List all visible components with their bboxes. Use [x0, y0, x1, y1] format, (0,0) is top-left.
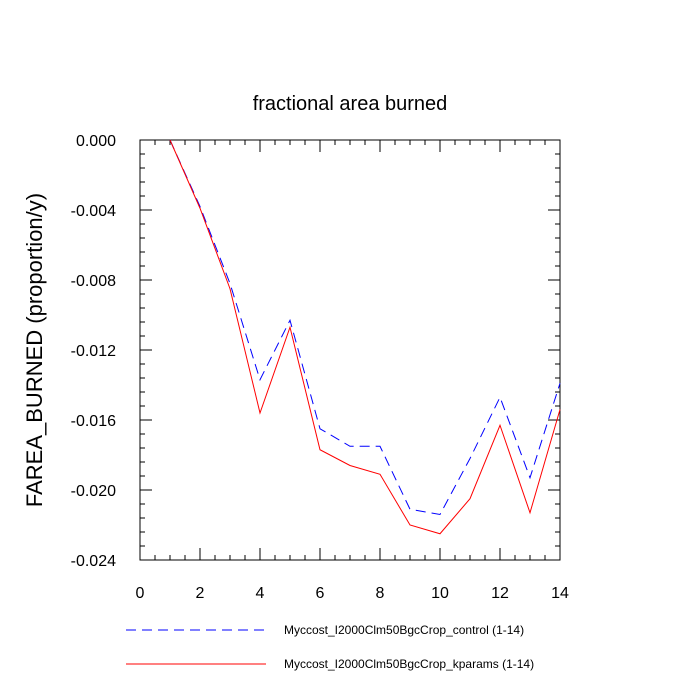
- x-tick-labels: 0 2 4 6 8 10 12 14: [136, 585, 569, 602]
- chart-title: fractional area burned: [253, 93, 448, 115]
- series-lines: [169, 139, 561, 535]
- major-ticks: [139, 139, 561, 561]
- x-tick-label: 10: [431, 585, 449, 602]
- minor-ticks: [140, 140, 560, 560]
- x-tick-label: 8: [376, 585, 385, 602]
- x-tick-label: 14: [551, 585, 569, 602]
- y-tick-label: -0.004: [71, 203, 116, 220]
- y-tick-label: -0.008: [71, 273, 116, 290]
- x-tick-label: 12: [491, 585, 509, 602]
- legend: Myccost_I2000Clm50BgcCrop_control (1-14)…: [126, 623, 534, 671]
- x-tick-label: 4: [256, 585, 265, 602]
- y-tick-label: -0.012: [71, 343, 116, 360]
- series-line-1: [169, 139, 561, 516]
- x-tick-label: 0: [136, 585, 145, 602]
- y-tick-label: -0.016: [71, 413, 116, 430]
- x-tick-label: 6: [316, 585, 325, 602]
- y-tick-label: 0.000: [76, 133, 116, 150]
- y-axis-label: FAREA_BURNED (proportion/y): [22, 193, 47, 507]
- legend-label-1: Myccost_I2000Clm50BgcCrop_control (1-14): [284, 623, 524, 637]
- legend-label-2: Myccost_I2000Clm50BgcCrop_kparams (1-14): [284, 657, 534, 671]
- plot-frame: [139, 139, 561, 561]
- series-line-2: [169, 139, 561, 535]
- y-tick-labels: 0.000 -0.004 -0.008 -0.012 -0.016 -0.020 -0.02…: [71, 133, 116, 570]
- y-tick-label: -0.024: [71, 553, 116, 570]
- y-tick-label: -0.020: [71, 483, 116, 500]
- x-tick-label: 2: [196, 585, 205, 602]
